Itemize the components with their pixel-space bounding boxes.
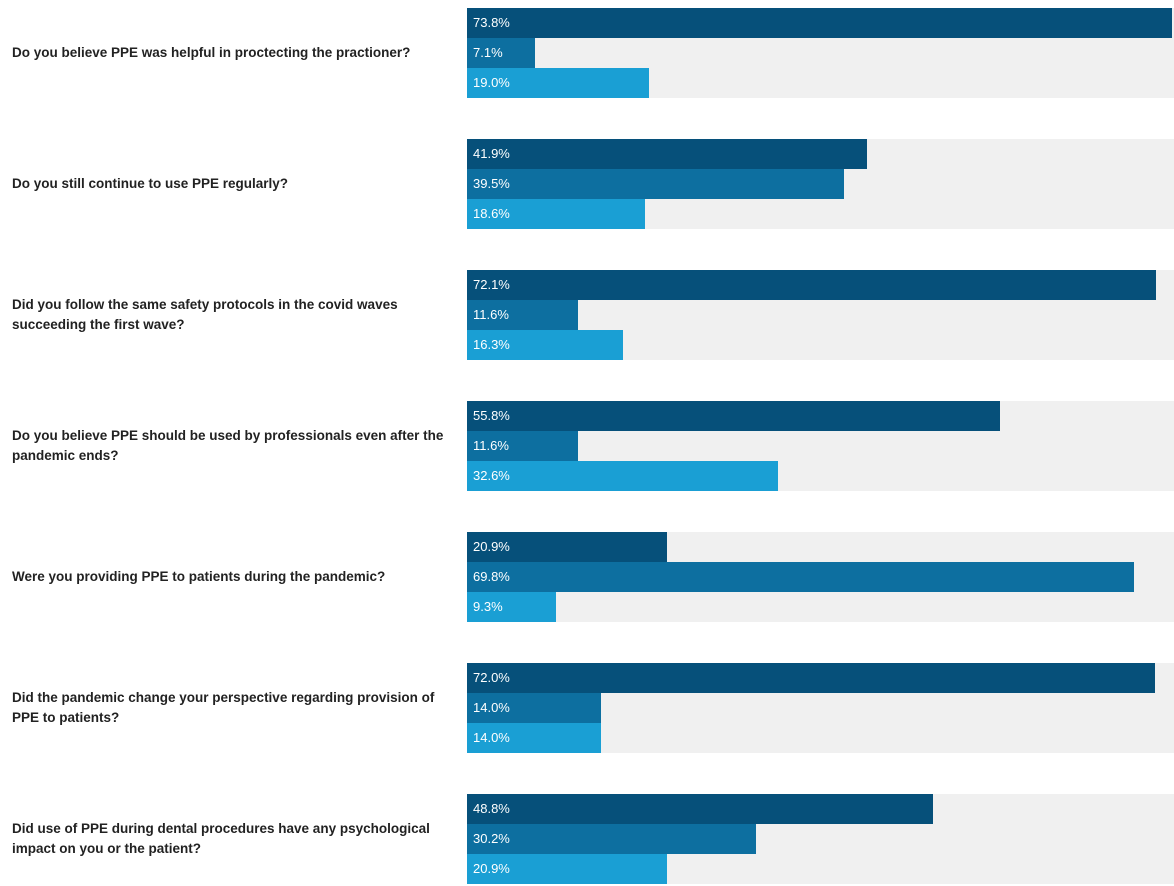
bar <box>467 663 1155 693</box>
data-label: 72.1% <box>473 277 510 292</box>
bar <box>467 592 556 622</box>
data-label: 16.3% <box>473 337 510 352</box>
bar <box>467 300 578 330</box>
question-label: Do you believe PPE should be used by pro… <box>12 428 444 463</box>
question-label: Did you follow the same safety protocols… <box>12 297 398 332</box>
data-label: 73.8% <box>473 15 510 30</box>
bar <box>467 562 1134 592</box>
data-label: 9.3% <box>473 599 503 614</box>
bar <box>467 270 1156 300</box>
bar <box>467 169 845 199</box>
bar <box>467 68 649 98</box>
data-label: 20.9% <box>473 861 510 876</box>
data-label: 39.5% <box>473 176 510 191</box>
bar <box>467 824 756 854</box>
data-label: 69.8% <box>473 569 510 584</box>
bar <box>467 38 535 68</box>
question-label: Did use of PPE during dental procedures … <box>12 821 430 856</box>
bar <box>467 461 779 491</box>
question-label: Do you still continue to use PPE regular… <box>12 176 289 191</box>
data-label: 55.8% <box>473 408 510 423</box>
data-label: 72.0% <box>473 670 510 685</box>
bar <box>467 794 934 824</box>
bar <box>467 139 868 169</box>
data-label: 14.0% <box>473 730 510 745</box>
data-label: 7.1% <box>473 45 503 60</box>
question-label: Did the pandemic change your perspective… <box>12 690 435 725</box>
data-label: 11.6% <box>473 438 509 453</box>
data-label: 14.0% <box>473 700 510 715</box>
data-label: 18.6% <box>473 206 510 221</box>
bar <box>467 199 645 229</box>
data-label: 11.6% <box>473 307 509 322</box>
data-label: 19.0% <box>473 75 510 90</box>
bar <box>467 8 1173 38</box>
question-label: Were you providing PPE to patients durin… <box>12 569 386 584</box>
bar <box>467 723 601 753</box>
bar <box>467 431 578 461</box>
data-label: 30.2% <box>473 831 510 846</box>
data-label: 20.9% <box>473 539 510 554</box>
bar <box>467 693 601 723</box>
bar <box>467 854 667 884</box>
data-label: 32.6% <box>473 468 510 483</box>
bar <box>467 330 623 360</box>
bar <box>467 532 667 562</box>
bar <box>467 401 1001 431</box>
data-label: 48.8% <box>473 801 510 816</box>
data-label: 41.9% <box>473 146 510 161</box>
question-label: Do you believe PPE was helpful in procte… <box>12 45 411 60</box>
